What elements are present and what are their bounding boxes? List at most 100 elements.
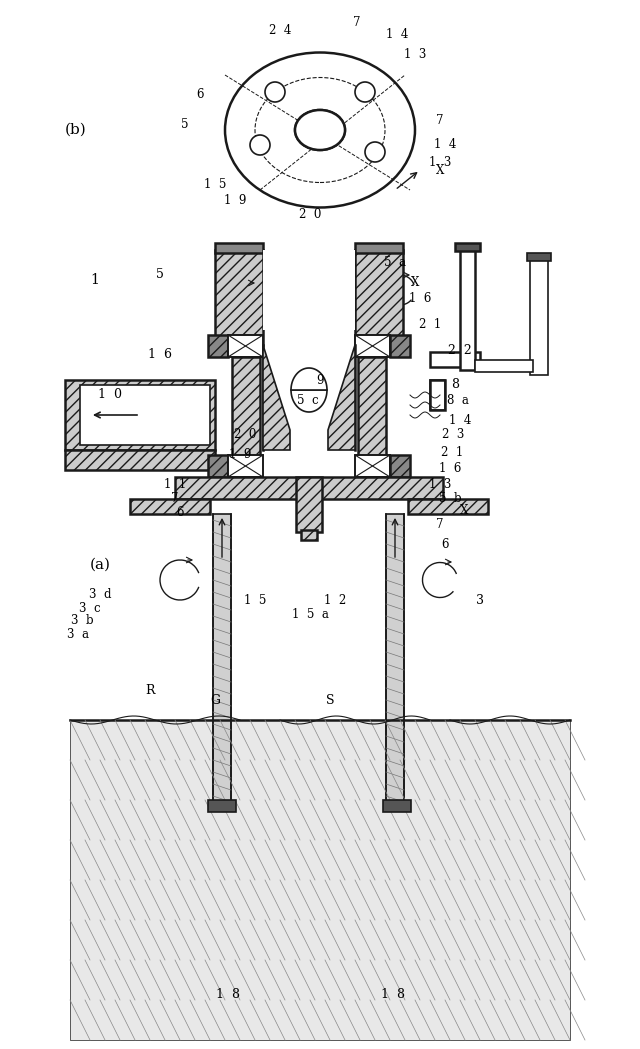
Text: 5  a: 5 a <box>384 257 406 270</box>
Text: 7: 7 <box>436 518 444 532</box>
Text: 1  9: 1 9 <box>229 449 251 462</box>
Bar <box>358 357 386 467</box>
Text: R: R <box>145 684 155 697</box>
Text: 3  d: 3 d <box>89 588 111 601</box>
Text: 2  2: 2 2 <box>448 343 472 357</box>
Text: 1  5  a: 1 5 a <box>292 608 328 621</box>
Bar <box>130 499 210 514</box>
Text: 1  1: 1 1 <box>164 478 186 492</box>
Bar <box>80 385 210 445</box>
Bar <box>232 357 260 467</box>
Text: 2  1: 2 1 <box>441 446 463 458</box>
Bar <box>228 455 263 477</box>
Text: 1  6: 1 6 <box>439 462 461 474</box>
Text: 3  a: 3 a <box>67 628 89 642</box>
Text: 2  3: 2 3 <box>442 428 464 442</box>
Text: 1  3: 1 3 <box>429 478 451 492</box>
Bar <box>65 380 215 450</box>
Text: 7: 7 <box>353 16 361 28</box>
Bar <box>228 455 263 477</box>
Text: S: S <box>326 693 334 706</box>
Text: 3  b: 3 b <box>70 614 93 626</box>
Bar <box>530 255 548 374</box>
Text: 5: 5 <box>156 269 164 281</box>
Bar <box>80 385 210 445</box>
Ellipse shape <box>295 110 345 150</box>
Text: 6: 6 <box>176 506 184 518</box>
Text: 2  0: 2 0 <box>234 428 256 442</box>
Ellipse shape <box>225 52 415 208</box>
Text: 1  3: 1 3 <box>429 155 451 169</box>
Bar <box>355 250 403 345</box>
Bar <box>430 380 445 410</box>
Bar <box>383 800 411 812</box>
Text: 2  0: 2 0 <box>299 209 321 221</box>
Text: 1  8: 1 8 <box>216 988 240 1002</box>
Text: 1  9: 1 9 <box>224 193 246 207</box>
Text: 1  5: 1 5 <box>204 178 226 192</box>
Bar <box>213 514 231 804</box>
Bar <box>215 243 263 253</box>
Bar <box>475 360 533 372</box>
Bar <box>430 352 480 367</box>
Text: 5  b: 5 b <box>438 492 461 505</box>
Text: G: G <box>210 693 220 706</box>
Polygon shape <box>291 368 327 390</box>
Text: 5: 5 <box>181 119 189 131</box>
Text: 8: 8 <box>451 379 459 391</box>
Text: 1  4: 1 4 <box>386 28 408 42</box>
Text: 7: 7 <box>172 492 179 505</box>
Bar <box>263 250 355 330</box>
Text: X: X <box>436 164 444 176</box>
Bar <box>355 455 390 477</box>
Bar <box>215 250 263 345</box>
Bar <box>355 335 390 357</box>
Bar <box>355 335 390 357</box>
Text: 6: 6 <box>441 538 449 552</box>
Bar <box>228 335 263 357</box>
Bar <box>460 245 475 370</box>
Text: 1  0: 1 0 <box>98 388 122 402</box>
Text: 9: 9 <box>316 373 324 386</box>
Bar <box>175 477 443 499</box>
Text: 1  5: 1 5 <box>244 594 266 606</box>
Circle shape <box>250 135 270 155</box>
Circle shape <box>365 142 385 162</box>
Text: 8  a: 8 a <box>447 393 469 407</box>
Text: (a): (a) <box>90 558 111 572</box>
Text: (b): (b) <box>65 123 87 137</box>
Text: 2  4: 2 4 <box>269 23 291 37</box>
Bar <box>527 253 551 261</box>
Bar <box>208 800 236 812</box>
Text: 1  4: 1 4 <box>434 138 456 151</box>
Ellipse shape <box>295 110 345 150</box>
Text: 1  4: 1 4 <box>449 413 471 427</box>
Text: 1: 1 <box>91 273 99 287</box>
Text: 3: 3 <box>476 594 484 606</box>
Bar <box>455 243 480 251</box>
Text: 1  8: 1 8 <box>381 988 405 1002</box>
Bar <box>408 499 488 514</box>
Polygon shape <box>328 345 355 450</box>
Text: 1  6: 1 6 <box>409 292 431 304</box>
Polygon shape <box>291 390 327 412</box>
Text: 1  6: 1 6 <box>148 348 172 362</box>
Text: 1  2: 1 2 <box>324 594 346 606</box>
Text: 1  3: 1 3 <box>404 48 426 62</box>
Text: 6: 6 <box>196 88 204 102</box>
Bar <box>386 514 404 804</box>
Text: 5  c: 5 c <box>297 393 319 407</box>
Text: X: X <box>460 504 468 516</box>
Text: 2  1: 2 1 <box>419 319 441 331</box>
Polygon shape <box>263 345 290 450</box>
Circle shape <box>355 82 375 102</box>
Bar <box>301 530 317 540</box>
Bar <box>65 450 215 470</box>
Bar <box>208 455 228 477</box>
Text: X: X <box>411 276 419 288</box>
Bar <box>355 243 403 253</box>
Text: 7: 7 <box>436 113 444 127</box>
Text: 3  c: 3 c <box>79 601 101 615</box>
Bar <box>208 335 228 357</box>
Bar <box>296 477 322 532</box>
